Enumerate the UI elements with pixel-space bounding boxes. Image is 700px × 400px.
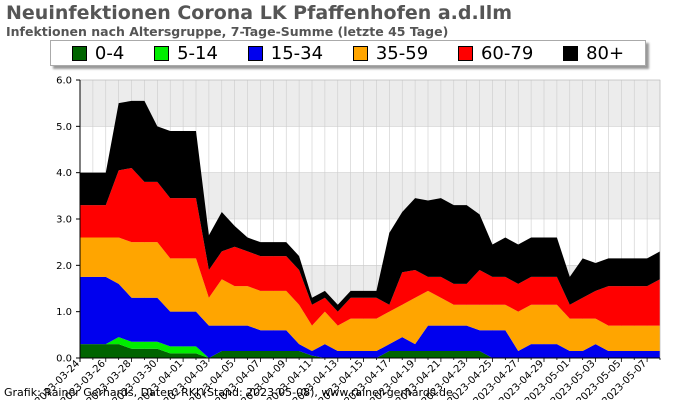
legend-swatch-15-34 (247, 45, 263, 61)
legend-item-0-4: 0-4 (71, 42, 125, 64)
legend-label-80-plus: 80+ (586, 42, 625, 64)
legend-item-35-59: 35-59 (352, 42, 429, 64)
legend-label-15-34: 15-34 (270, 42, 324, 64)
legend-label-5-14: 5-14 (177, 42, 218, 64)
y-tick-label: 1.0 (56, 307, 72, 318)
chart-legend: 0-4 5-14 15-34 35-59 60-79 80+ (50, 40, 646, 66)
legend-label-35-59: 35-59 (375, 42, 429, 64)
y-tick-label: 3.0 (56, 215, 72, 226)
legend-swatch-5-14 (154, 45, 170, 61)
area-series-0-4 (80, 344, 660, 358)
legend-label-60-79: 60-79 (480, 42, 534, 64)
area-series-5-14 (80, 337, 660, 358)
y-tick-label: 6.0 (56, 76, 72, 87)
y-tick-label: 0.0 (56, 354, 72, 365)
chart-credit: Grafik: Rainer Gerhards, Daten: RKI (Sta… (4, 386, 453, 399)
y-tick-label: 4.0 (56, 168, 72, 179)
y-tick-label: 2.0 (56, 261, 72, 272)
legend-item-80-plus: 80+ (563, 43, 624, 64)
legend-item-60-79: 60-79 (457, 42, 534, 64)
chart-subtitle: Infektionen nach Altersgruppe, 7-Tage-Su… (6, 24, 449, 39)
legend-swatch-60-79 (457, 45, 473, 61)
area-series-80-plus (80, 100, 660, 312)
grid-band (80, 80, 660, 127)
legend-swatch-80-plus (563, 45, 579, 61)
legend-item-15-34: 15-34 (247, 42, 324, 64)
area-series-35-59 (80, 237, 660, 352)
legend-label-0-4: 0-4 (94, 42, 125, 64)
chart-title: Neuinfektionen Corona LK Pfaffenhofen a.… (6, 2, 513, 24)
y-tick-label: 5.0 (56, 122, 72, 133)
legend-item-5-14: 5-14 (154, 43, 218, 64)
area-series-15-34 (80, 276, 660, 358)
legend-swatch-0-4 (71, 45, 87, 61)
legend-swatch-35-59 (352, 45, 368, 61)
area-series-60-79 (80, 168, 660, 326)
